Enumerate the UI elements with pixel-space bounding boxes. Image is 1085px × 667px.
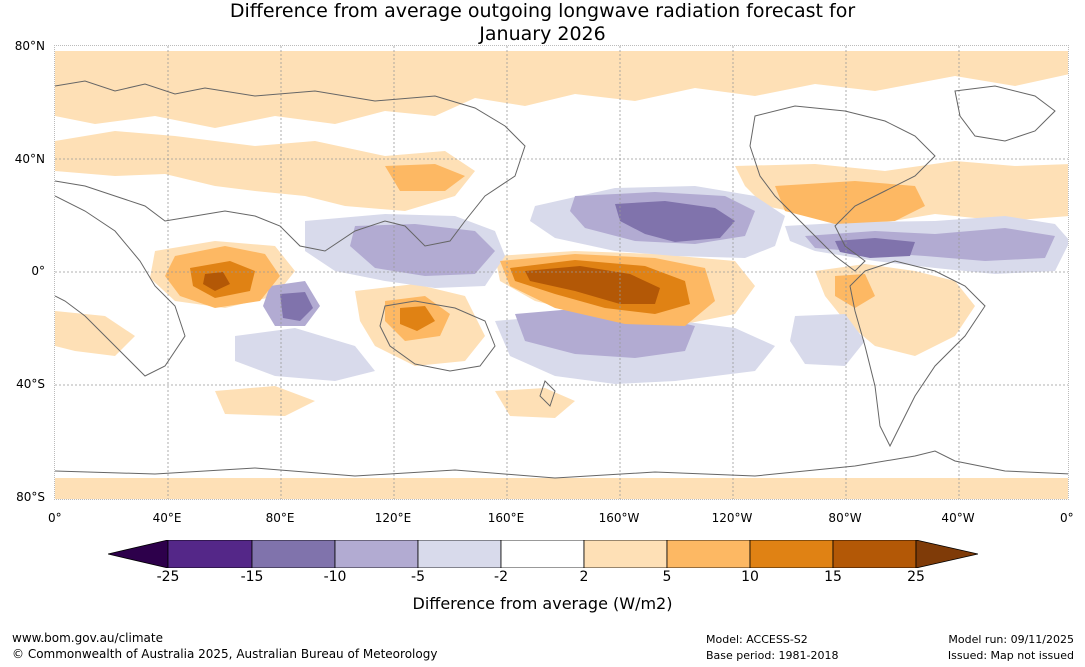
colorbar-segment bbox=[500, 540, 585, 568]
lat-label-80s: 80°S bbox=[16, 490, 45, 504]
footer-website-link[interactable]: www.bom.gov.au/climate bbox=[12, 631, 163, 645]
lon-label-160e: 160°E bbox=[487, 511, 525, 525]
footer-model-run: Model run: 09/11/2025 bbox=[948, 633, 1074, 646]
colorbar-segment bbox=[749, 540, 834, 568]
footer-copyright: © Commonwealth of Australia 2025, Austra… bbox=[12, 647, 438, 661]
colorbar-tick: 25 bbox=[907, 569, 925, 585]
colorbar-high-arrow bbox=[915, 540, 978, 568]
colorbar-tick: 10 bbox=[741, 569, 759, 585]
map-canvas bbox=[55, 46, 1068, 499]
colorbar-low-arrow bbox=[108, 540, 169, 568]
map-title: Difference from average outgoing longwav… bbox=[0, 0, 1085, 46]
lon-label-120w: 120°W bbox=[711, 511, 753, 525]
colorbar-segment bbox=[251, 540, 336, 568]
colorbar-label: Difference from average (W/m2) bbox=[412, 594, 673, 613]
colorbar-tick: -10 bbox=[323, 569, 347, 585]
colorbar-segment bbox=[583, 540, 668, 568]
lon-label-0-left: 0° bbox=[48, 511, 62, 525]
lon-label-80w: 80°W bbox=[828, 511, 862, 525]
anomaly-15-25-regions bbox=[203, 266, 660, 304]
colorbar-tick: 2 bbox=[579, 569, 589, 585]
olr-anomaly-map[interactable] bbox=[54, 45, 1069, 500]
lon-label-0-right: 0° bbox=[1060, 511, 1074, 525]
lat-label-40n: 40°N bbox=[14, 152, 45, 166]
colorbar-tick: -15 bbox=[240, 569, 264, 585]
colorbar-tick: 15 bbox=[824, 569, 842, 585]
lat-label-40s: 40°S bbox=[16, 377, 45, 391]
colorbar-tick: -25 bbox=[156, 569, 180, 585]
coastlines bbox=[55, 80, 1068, 479]
lat-label-0: 0° bbox=[31, 264, 45, 278]
lat-label-80n: 80°N bbox=[14, 39, 45, 53]
lon-label-160w: 160°W bbox=[598, 511, 640, 525]
colorbar-segment bbox=[417, 540, 502, 568]
colorbar-segment bbox=[666, 540, 751, 568]
colorbar-segment bbox=[832, 540, 917, 568]
footer-issued: Issued: Map not issued bbox=[947, 649, 1074, 662]
footer-model: Model: ACCESS-S2 bbox=[706, 633, 808, 646]
lon-label-120e: 120°E bbox=[374, 511, 412, 525]
graticule bbox=[55, 46, 1068, 499]
lon-label-40w: 40°W bbox=[941, 511, 975, 525]
lon-label-80e: 80°E bbox=[265, 511, 295, 525]
colorbar-tick: -5 bbox=[411, 569, 425, 585]
colorbar-segment bbox=[334, 540, 419, 568]
colorbar-segment bbox=[167, 540, 253, 568]
lon-label-40e: 40°E bbox=[152, 511, 182, 525]
title-line-1: Difference from average outgoing longwav… bbox=[229, 0, 856, 22]
footer-base-period: Base period: 1981-2018 bbox=[706, 649, 839, 662]
title-line-2: January 2026 bbox=[479, 23, 606, 45]
colorbar-tick: 5 bbox=[662, 569, 672, 585]
colorbar bbox=[108, 540, 978, 568]
colorbar-tick: -2 bbox=[494, 569, 508, 585]
